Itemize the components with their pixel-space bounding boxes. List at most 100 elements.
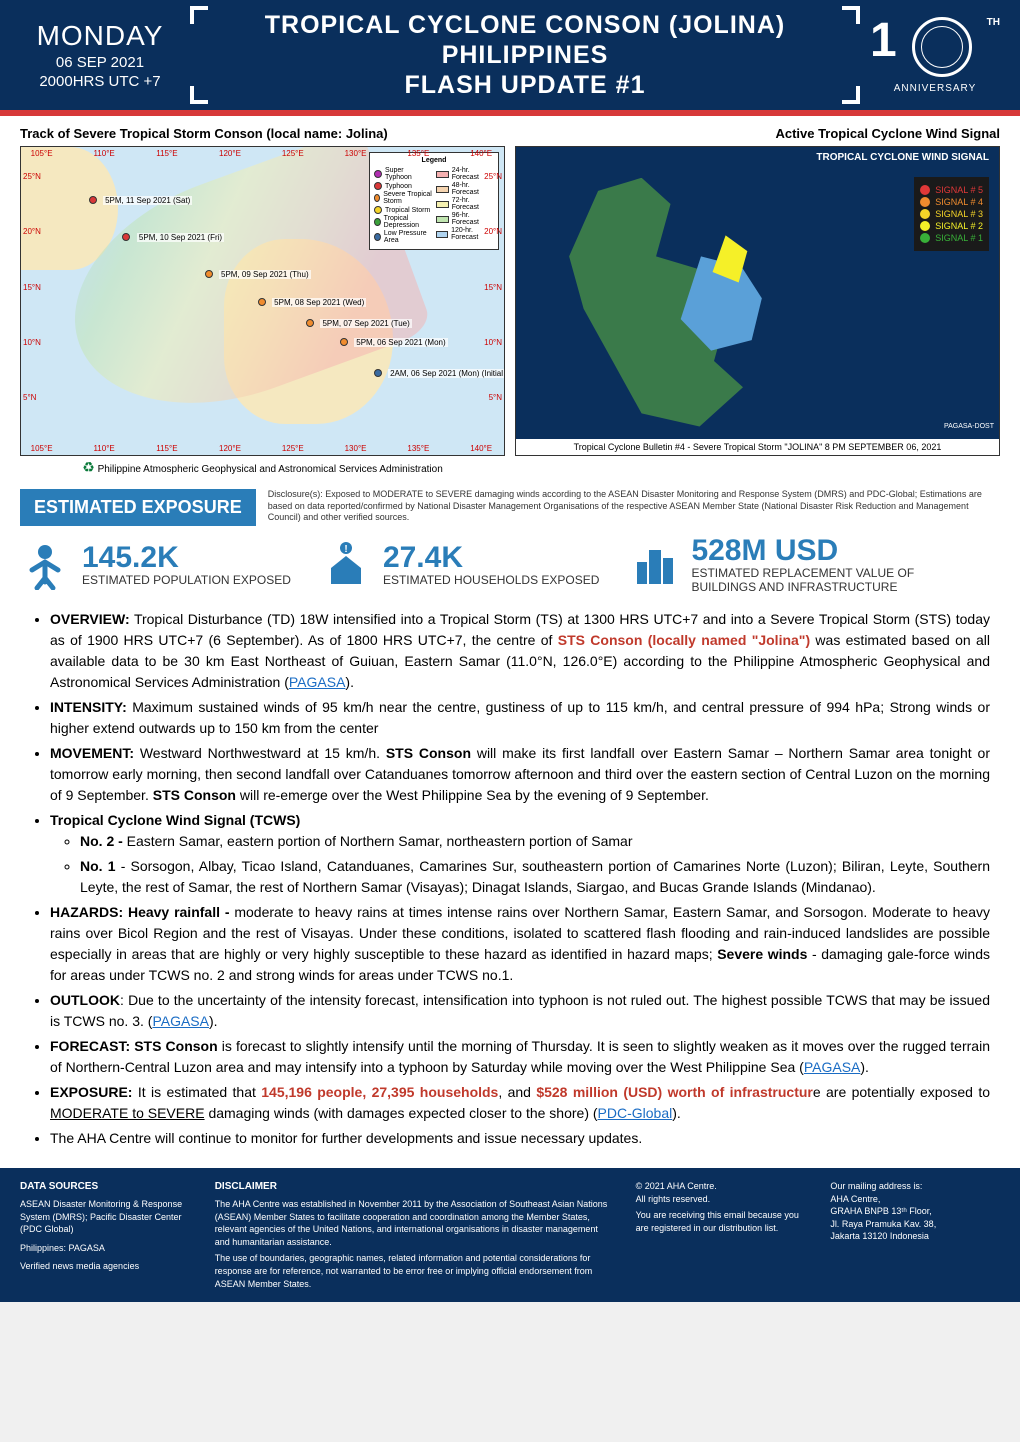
legend-row: Tropical Depression <box>374 215 432 229</box>
stat-households: ! 27.4K ESTIMATED HOUSEHOLDS EXPOSED <box>321 540 600 590</box>
track-point-label: 5PM, 06 Sep 2021 (Mon) <box>354 338 447 347</box>
legend-row: Severe Tropical Storm <box>374 191 432 205</box>
signal-legend-row: SIGNAL # 1 <box>920 233 983 243</box>
exposure-header-row: ESTIMATED EXPOSURE Disclosure(s): Expose… <box>0 484 1020 531</box>
header-title-1: TROPICAL CYCLONE CONSON (JOLINA) <box>210 10 840 40</box>
signal-map-header: TROPICAL CYCLONE WIND SIGNAL <box>816 152 989 163</box>
stat-population: 145.2K ESTIMATED POPULATION EXPOSED <box>20 540 291 590</box>
footer-copyright: © 2021 AHA Centre. All rights reserved. … <box>636 1180 806 1290</box>
header-title-3: FLASH UPDATE #1 <box>210 70 840 100</box>
track-map-column: Track of Severe Tropical Storm Conson (l… <box>20 126 505 479</box>
bullet-movement: MOVEMENT: Westward Northwestward at 15 k… <box>50 743 990 806</box>
corner-icon <box>842 6 860 24</box>
axis-label: 125°E <box>282 149 304 158</box>
axis-label: 20°N <box>23 227 41 236</box>
legend-row: 96-hr. Forecast <box>436 212 494 226</box>
exposure-title: ESTIMATED EXPOSURE <box>20 489 256 526</box>
header-date: 06 SEP 2021 <box>20 54 180 71</box>
signal-map-column: Active Tropical Cyclone Wind Signal TROP… <box>515 126 1000 479</box>
bullet-tcws: Tropical Cyclone Wind Signal (TCWS) No. … <box>50 810 990 898</box>
stat-hh-value: 27.4K <box>383 543 600 573</box>
footer-disclaimer: DISCLAIMER The AHA Centre was establishe… <box>215 1180 611 1290</box>
header-day: MONDAY <box>20 20 180 52</box>
bullet-hazards: HAZARDS: Heavy rainfall - moderate to he… <box>50 902 990 986</box>
signal-legend-row: SIGNAL # 4 <box>920 197 983 207</box>
axis-label: 115°E <box>156 149 177 158</box>
track-point <box>340 338 348 346</box>
page: MONDAY 06 SEP 2021 2000HRS UTC +7 TROPIC… <box>0 0 1020 1302</box>
legend-title: Legend <box>374 157 494 164</box>
header-title-wrap: TROPICAL CYCLONE CONSON (JOLINA) PHILIPP… <box>180 10 870 100</box>
track-point-label: 5PM, 10 Sep 2021 (Fri) <box>137 233 224 242</box>
legend-row: Low Pressure Area <box>374 230 432 244</box>
legend-row: 48-hr. Forecast <box>436 182 494 196</box>
header-time: 2000HRS UTC +7 <box>20 73 180 90</box>
header: MONDAY 06 SEP 2021 2000HRS UTC +7 TROPIC… <box>0 0 1020 116</box>
track-point-label: 5PM, 08 Sep 2021 (Wed) <box>272 298 366 307</box>
axis-label: 140°E <box>470 149 492 158</box>
bullet-forecast: FORECAST: STS Conson is forecast to slig… <box>50 1036 990 1078</box>
pdc-link[interactable]: PDC-Global <box>598 1105 673 1121</box>
disclosure-text: Disclosure(s): Exposed to MODERATE to SE… <box>268 489 1000 524</box>
track-legend: Legend Super TyphoonTyphoonSevere Tropic… <box>369 152 499 250</box>
signal-legend-row: SIGNAL # 2 <box>920 221 983 231</box>
stat-usd: 528M USD ESTIMATED REPLACEMENT VALUE OF … <box>629 536 941 594</box>
axis-label: 5°N <box>23 393 36 402</box>
stat-pop-value: 145.2K <box>82 543 291 573</box>
logo-circle-icon <box>912 17 972 77</box>
anniversary-logo: 1 TH ANNIVERSARY <box>870 17 1000 94</box>
signal-map: TROPICAL CYCLONE WIND SIGNAL SIGNAL # 5S… <box>515 146 1000 456</box>
stat-hh-label: ESTIMATED HOUSEHOLDS EXPOSED <box>383 573 600 587</box>
axis-label: 125°E <box>282 444 304 453</box>
axis-label: 15°N <box>484 283 502 292</box>
body-bullets: OVERVIEW: Tropical Disturbance (TD) 18W … <box>0 609 1020 1168</box>
footer-data-sources: DATA SOURCES ASEAN Disaster Monitoring &… <box>20 1180 190 1290</box>
axis-label: 10°N <box>484 338 502 347</box>
axis-label: 135°E <box>407 444 429 453</box>
legend-row: 72-hr. Forecast <box>436 197 494 211</box>
axis-label: 115°E <box>156 444 177 453</box>
track-point-label: 5PM, 11 Sep 2021 (Sat) <box>103 196 192 205</box>
tcws-no2: No. 2 - Eastern Samar, eastern portion o… <box>80 831 990 852</box>
axis-label: 110°E <box>93 149 114 158</box>
anniversary-label: ANNIVERSARY <box>870 83 1000 94</box>
legend-row: Tropical Storm <box>374 206 432 214</box>
pagasa-logo: PAGASA-DOST <box>944 423 994 430</box>
track-map: 5PM, 11 Sep 2021 (Sat) 5PM, 10 Sep 2021 (… <box>20 146 505 456</box>
bullet-exposure: EXPOSURE: It is estimated that 145,196 p… <box>50 1082 990 1124</box>
header-title-2: PHILIPPINES <box>210 40 840 70</box>
legend-row: Super Typhoon <box>374 167 432 181</box>
bullet-outlook: OUTLOOK: Due to the uncertainty of the i… <box>50 990 990 1032</box>
pagasa-link[interactable]: PAGASA <box>804 1059 861 1075</box>
axis-label: 120°E <box>219 149 241 158</box>
stats-row: 145.2K ESTIMATED POPULATION EXPOSED ! 27… <box>0 531 1020 609</box>
stat-usd-label: ESTIMATED REPLACEMENT VALUE OF BUILDINGS… <box>691 566 941 594</box>
signal-legend-row: SIGNAL # 3 <box>920 209 983 219</box>
house-icon: ! <box>321 540 371 590</box>
track-point-label: 5PM, 07 Sep 2021 (Tue) <box>320 319 411 328</box>
buildings-icon <box>629 540 679 590</box>
track-point <box>374 369 382 377</box>
bullet-aha: The AHA Centre will continue to monitor … <box>50 1128 990 1149</box>
axis-label: 25°N <box>23 172 41 181</box>
axis-label: 140°E <box>470 444 492 453</box>
th-label: TH <box>987 17 1000 28</box>
axis-label: 15°N <box>23 283 41 292</box>
axis-label: 25°N <box>484 172 502 181</box>
legend-row: Typhoon <box>374 182 432 190</box>
footer-address: Our mailing address is: AHA Centre, GRAH… <box>830 1180 1000 1290</box>
track-point <box>258 298 266 306</box>
axis-label: 130°E <box>345 444 367 453</box>
track-map-title: Track of Severe Tropical Storm Conson (l… <box>20 126 505 141</box>
corner-icon <box>190 86 208 104</box>
axis-label: 105°E <box>31 149 53 158</box>
pagasa-link[interactable]: PAGASA <box>152 1013 209 1029</box>
pagasa-link[interactable]: PAGASA <box>289 674 346 690</box>
bullet-intensity: INTENSITY: Maximum sustained winds of 95… <box>50 697 990 739</box>
stat-usd-value: 528M USD <box>691 536 941 566</box>
corner-icon <box>842 86 860 104</box>
axis-label: 135°E <box>407 149 429 158</box>
axis-label: 20°N <box>484 227 502 236</box>
stat-pop-label: ESTIMATED POPULATION EXPOSED <box>82 573 291 587</box>
corner-icon <box>190 6 208 24</box>
